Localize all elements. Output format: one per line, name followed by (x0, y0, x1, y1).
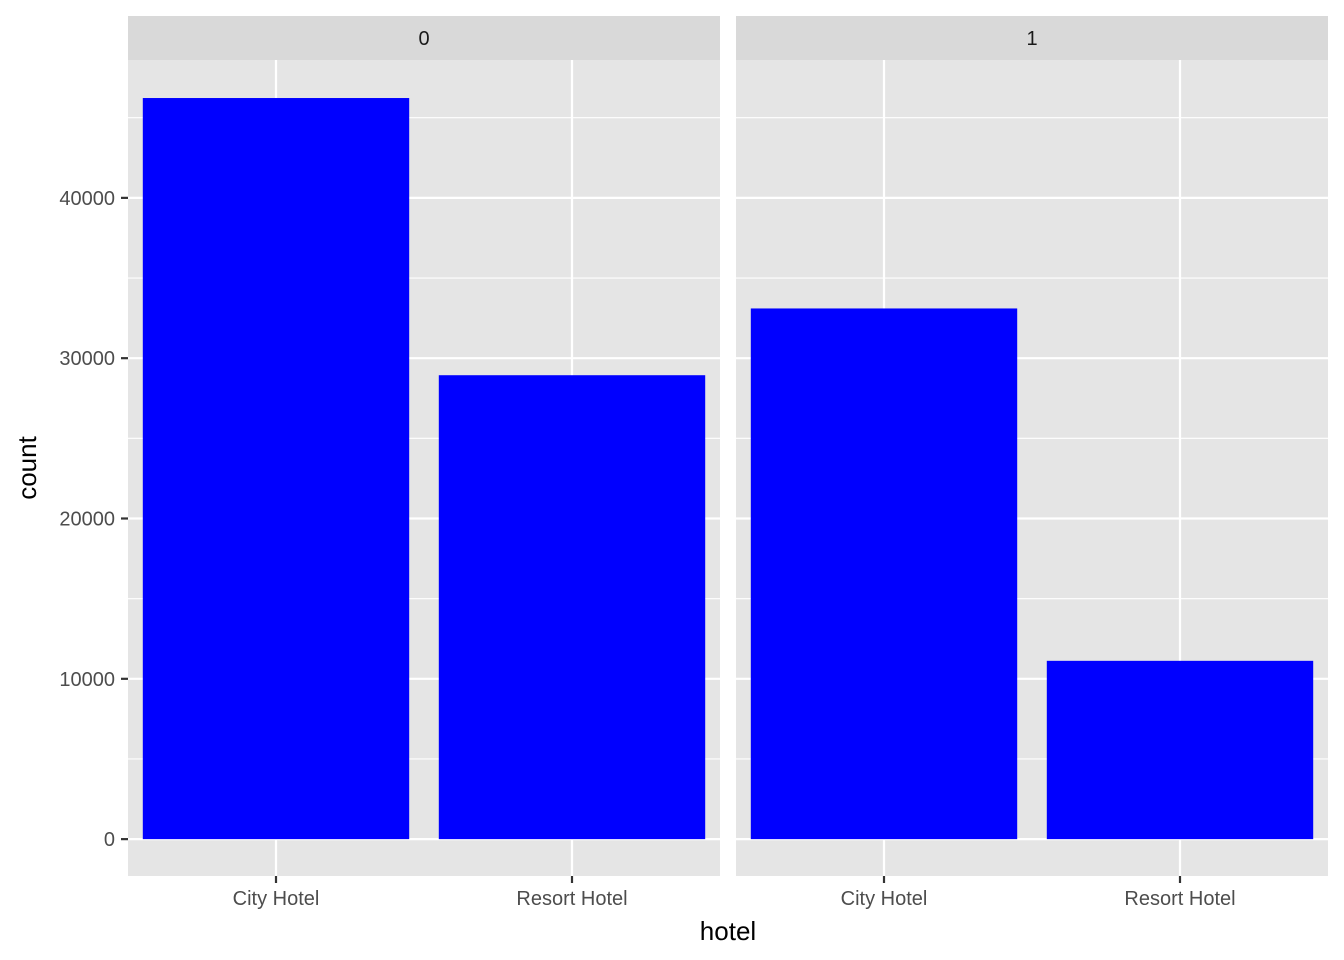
x-tick-label: Resort Hotel (1124, 888, 1235, 910)
panel-1: City Hotel Resort Hotel 1 (736, 16, 1328, 910)
facet-strip (128, 16, 720, 60)
y-axis: 0 10000 20000 30000 40000 (59, 188, 128, 851)
facet-strip-label: 0 (418, 28, 429, 50)
x-axis-title: hotel (700, 916, 756, 946)
y-tick-label: 30000 (59, 348, 115, 370)
bar-1-0 (750, 308, 1018, 840)
x-tick-label: Resort Hotel (516, 888, 627, 910)
panels: City Hotel Resort Hotel 0 City Hotel Resort … (128, 16, 1328, 910)
y-tick-label: 20000 (59, 508, 115, 530)
facet-strip-label: 1 (1026, 28, 1037, 50)
y-tick-label: 40000 (59, 188, 115, 210)
y-tick-label: 10000 (59, 669, 115, 691)
panel-0: City Hotel Resort Hotel 0 (128, 16, 720, 910)
bar-0-1 (438, 375, 706, 840)
bar-0-0 (142, 98, 410, 840)
x-tick-label: City Hotel (841, 888, 928, 910)
facet-strip (736, 16, 1328, 60)
y-tick-label: 0 (104, 829, 115, 851)
x-tick-label: City Hotel (233, 888, 320, 910)
bar-1-1 (1046, 660, 1314, 840)
y-axis-title: count (12, 435, 42, 499)
